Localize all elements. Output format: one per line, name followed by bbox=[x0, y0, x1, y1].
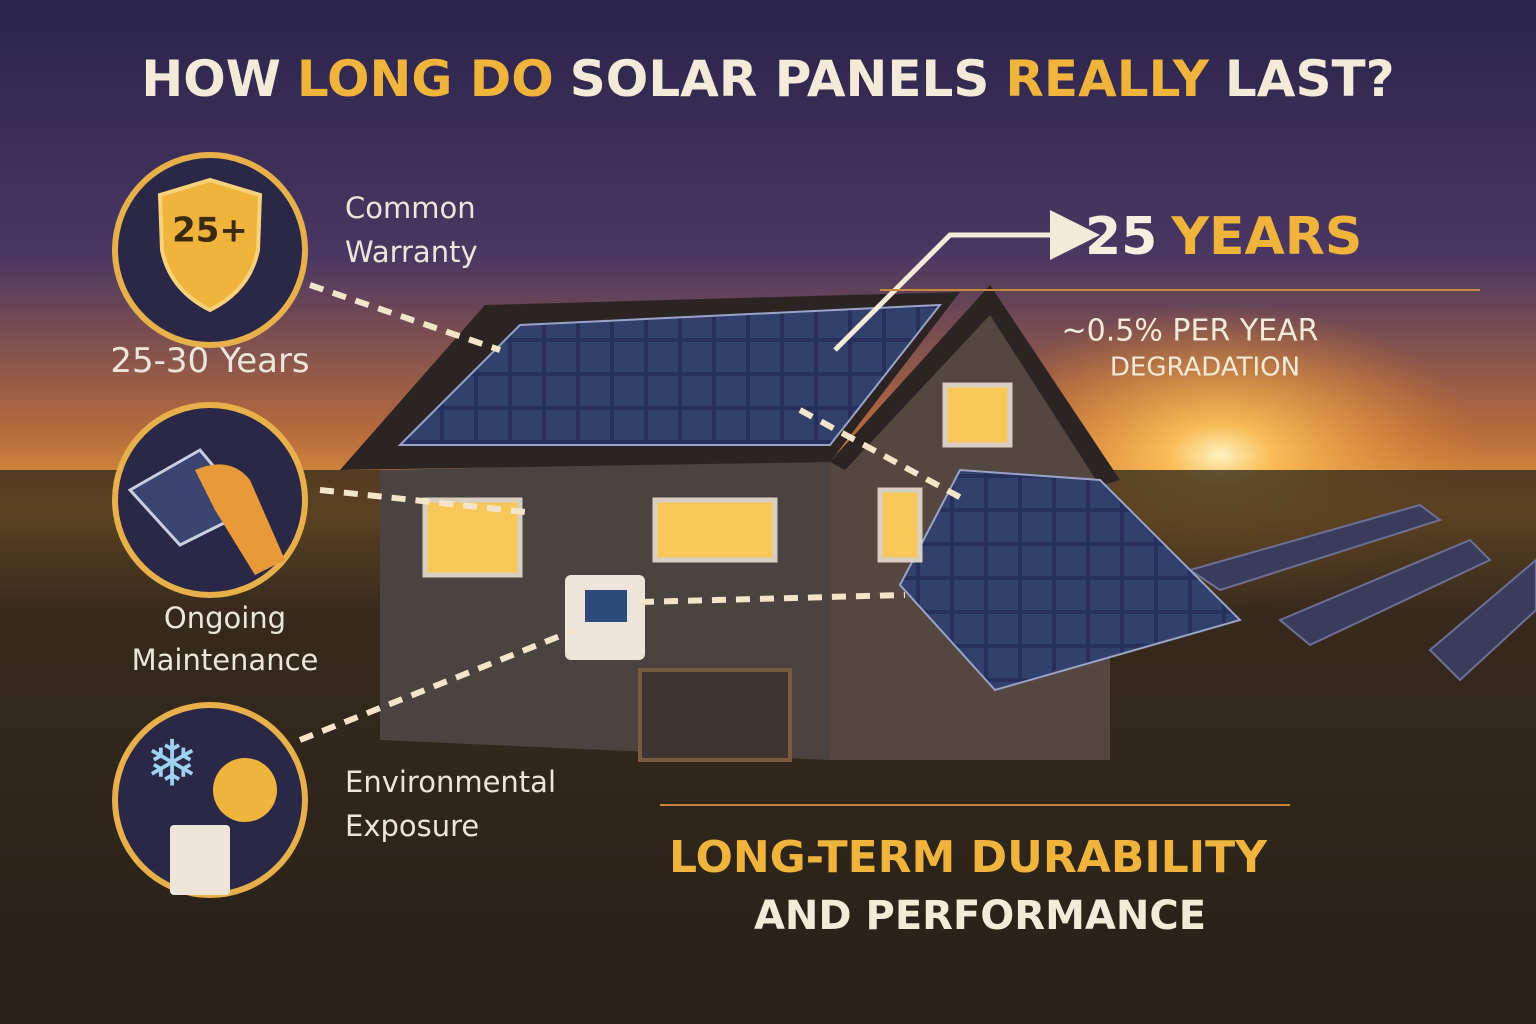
shield bbox=[157, 177, 263, 313]
feature-label: Ongoing bbox=[164, 601, 286, 635]
house bbox=[340, 285, 1242, 762]
feature-label: Warranty bbox=[345, 235, 478, 269]
weather-icon: ❄ bbox=[145, 728, 277, 895]
footer-line: AND PERFORMANCE bbox=[754, 893, 1206, 939]
lifespan: 25 YEARS bbox=[1085, 207, 1362, 267]
text-part: LONG DO bbox=[297, 50, 554, 108]
text-part: LAST? bbox=[1225, 50, 1395, 108]
text-part: SOLAR PANELS bbox=[570, 50, 990, 108]
footer-line: LONG-TERM DURABILITY bbox=[669, 832, 1268, 883]
badge: 25+ bbox=[172, 211, 248, 251]
feature-label: Maintenance bbox=[132, 643, 319, 677]
arrow bbox=[833, 210, 1100, 352]
maintenance-icon bbox=[127, 448, 285, 575]
text-part: HOW bbox=[141, 50, 281, 108]
text-part: REALLY bbox=[1005, 50, 1209, 108]
feature-value: 25-30 Years bbox=[110, 341, 309, 381]
feature-label: Common bbox=[345, 191, 476, 225]
connectors bbox=[298, 282, 967, 743]
title: HOW LONG DO SOLAR PANELS REALLY LAST? bbox=[141, 50, 1394, 108]
text-part: 25 bbox=[1085, 207, 1157, 267]
feature-label: Exposure bbox=[345, 809, 479, 843]
degradation-note: ~0.5% PER YEAR bbox=[1062, 314, 1319, 349]
degradation-note: DEGRADATION bbox=[1110, 353, 1300, 383]
text-part: YEARS bbox=[1170, 207, 1362, 267]
feature-label: Environmental bbox=[345, 765, 556, 799]
svg-text:❄: ❄ bbox=[145, 728, 199, 802]
